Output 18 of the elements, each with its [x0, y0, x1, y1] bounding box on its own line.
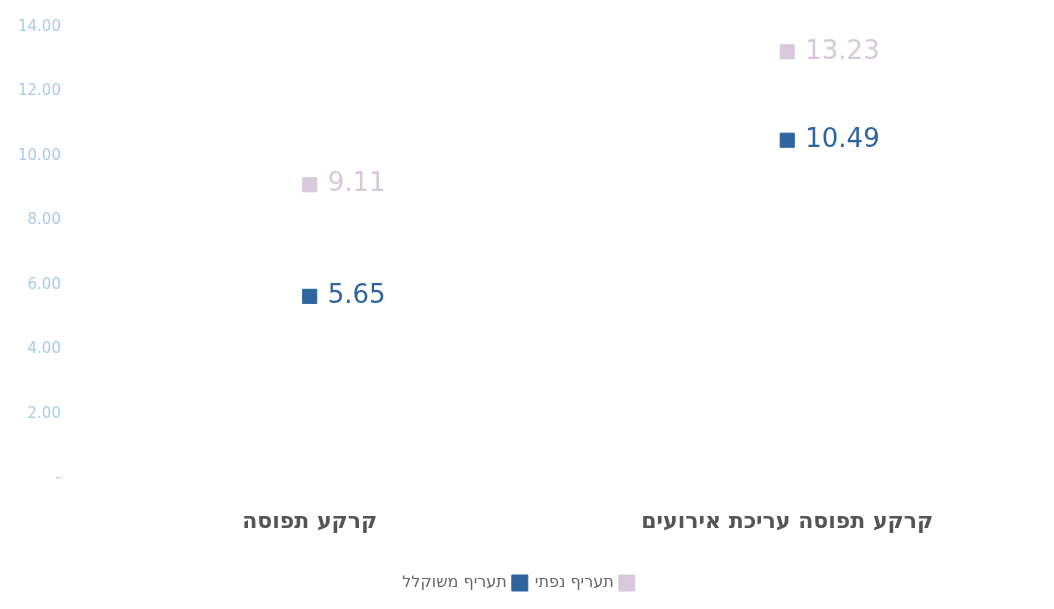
y-tick-label: 2.00 — [27, 403, 61, 422]
y-tick-label: - — [55, 468, 61, 487]
y-tick-label: 12.00 — [17, 81, 61, 100]
legend-label: תעריף משוקלל — [402, 572, 507, 592]
point — [779, 44, 795, 60]
y-tick-label: 10.00 — [17, 145, 61, 164]
y-tick-label: 14.00 — [17, 16, 61, 35]
y-tick-label: 6.00 — [27, 274, 61, 293]
point — [302, 288, 318, 304]
y-tick-label: 8.00 — [27, 210, 61, 229]
x-tick-label: קרקע תפוסה עריכת אירועים — [641, 507, 934, 533]
data-label: 5.65 — [327, 279, 386, 310]
data-label: 10.49 — [805, 122, 880, 153]
x-tick-label: קרקע תפוסה — [242, 507, 378, 533]
point — [779, 132, 795, 148]
y-tick-label: 4.00 — [27, 339, 61, 358]
point — [302, 177, 318, 193]
legend-label: תעריף נפתי — [534, 572, 614, 592]
